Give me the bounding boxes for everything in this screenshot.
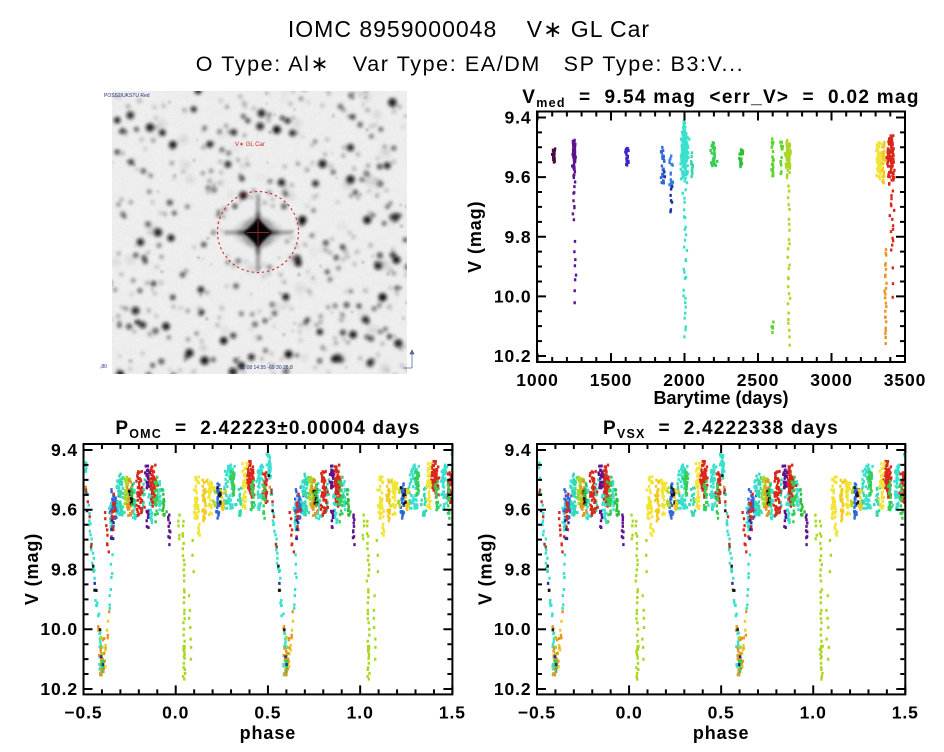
svg-text:1.0: 1.0 <box>347 703 374 723</box>
svg-text:10.0: 10.0 <box>494 286 532 306</box>
svg-text:9.4: 9.4 <box>504 108 531 128</box>
svg-text:9.8: 9.8 <box>504 560 531 580</box>
svg-text:Vmed = 9.54 mag <err_V> =: Vmed = 9.54 mag <err_V> = 0.02 mag <box>522 87 920 110</box>
svg-text:2000: 2000 <box>663 370 706 390</box>
svg-text:0.0: 0.0 <box>616 703 643 723</box>
svg-text:−0.5: −0.5 <box>518 703 556 723</box>
svg-text:1.0: 1.0 <box>800 703 827 723</box>
svg-text:0.5: 0.5 <box>708 703 735 723</box>
svg-text:9.8: 9.8 <box>504 227 531 247</box>
svg-text:V (mag): V (mag) <box>476 533 496 605</box>
svg-text:O Type: Al∗ Var Type: EA/DM: O Type: Al∗ Var Type: EA/DM SP Type: B3:… <box>196 52 745 76</box>
svg-text:phase: phase <box>693 723 750 743</box>
svg-text:PVSX = 2.4222338 days: PVSX = 2.4222338 days <box>603 418 839 441</box>
svg-text:1.5: 1.5 <box>892 703 919 723</box>
svg-text:,80: ,80 <box>100 364 107 370</box>
svg-text:POSS2/UKSTU Red: POSS2/UKSTU Red <box>104 93 150 99</box>
svg-text:V∗ GL Car: V∗ GL Car <box>235 142 265 148</box>
svg-text:9.4: 9.4 <box>504 440 531 460</box>
svg-text:1.5: 1.5 <box>439 703 466 723</box>
svg-text:phase: phase <box>240 723 297 743</box>
svg-text:9.4: 9.4 <box>51 440 78 460</box>
svg-text:10.0: 10.0 <box>494 619 532 639</box>
svg-text:9.6: 9.6 <box>504 167 531 187</box>
svg-text:3000: 3000 <box>810 370 853 390</box>
svg-text:1000: 1000 <box>516 370 559 390</box>
svg-text:9.6: 9.6 <box>51 500 78 520</box>
svg-text:10.2: 10.2 <box>494 346 532 366</box>
svg-text:11 08 14.55 -69 30 28.8: 11 08 14.55 -69 30 28.8 <box>240 365 293 371</box>
svg-text:3500: 3500 <box>884 370 927 390</box>
svg-text:10.0: 10.0 <box>40 619 78 639</box>
svg-text:9.8: 9.8 <box>51 560 78 580</box>
svg-text:1500: 1500 <box>590 370 633 390</box>
svg-text:0.0: 0.0 <box>162 703 189 723</box>
svg-text:−0.5: −0.5 <box>64 703 102 723</box>
svg-text:POMC = 2.42223±0.00004 days: POMC = 2.42223±0.00004 days <box>115 418 420 441</box>
svg-text:10.2: 10.2 <box>40 679 78 699</box>
svg-text:10.2: 10.2 <box>494 679 532 699</box>
svg-text:2500: 2500 <box>737 370 780 390</box>
svg-text:V (mag): V (mag) <box>465 201 485 273</box>
svg-text:9.6: 9.6 <box>504 500 531 520</box>
svg-text:IOMC 8959000048 V∗ GL Car: IOMC 8959000048 V∗ GL Car <box>288 16 650 42</box>
svg-text:V (mag): V (mag) <box>22 533 42 605</box>
svg-text:Barytime (days): Barytime (days) <box>653 388 788 408</box>
svg-text:0.5: 0.5 <box>254 703 281 723</box>
